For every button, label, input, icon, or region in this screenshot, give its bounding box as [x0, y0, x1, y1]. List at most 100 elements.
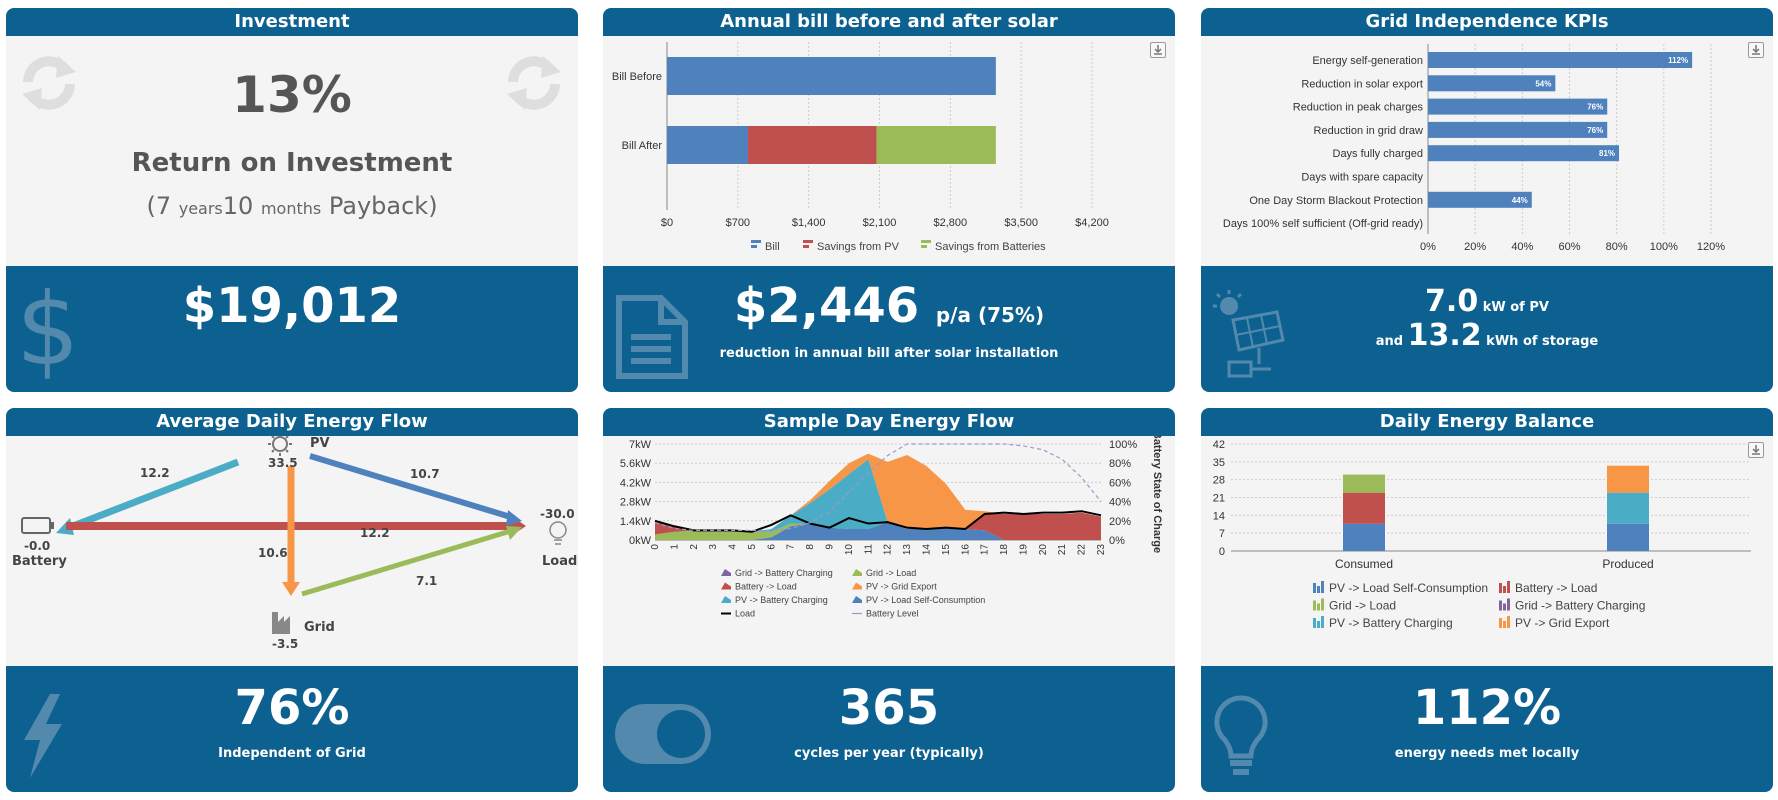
column-pv-grid-export	[1607, 465, 1649, 493]
sun-icon	[268, 436, 292, 456]
legend-swatch	[1507, 616, 1510, 628]
daily-balance-panel: Daily Energy Balance 0 7 14 21 28 35 42 Consume…	[1201, 408, 1773, 792]
column-pv-load-self-consumption	[1343, 523, 1385, 551]
legend-swatch	[852, 582, 862, 590]
x-tick-label: 20%	[1464, 241, 1486, 253]
cycles-caption: cycles per year (typically)	[794, 746, 984, 761]
x-tick-label: 4	[728, 544, 739, 550]
daily-balance-title: Daily Energy Balance	[1201, 408, 1773, 436]
legend-swatch	[1503, 586, 1506, 593]
kpi-bar-label: 76%	[1587, 126, 1603, 135]
legend-label: PV -> Load Self-Consumption	[866, 595, 985, 605]
cycles-value: 365	[838, 680, 940, 736]
annual-bill-bottom: $2,446 p/a (75%) reduction in annual bil…	[603, 266, 1175, 392]
grid-kpis-chart-area: 0% 20% 40% 60% 80% 100% 120% Energy self-genera…	[1201, 36, 1773, 266]
independence-caption: Independent of Grid	[218, 746, 366, 761]
x-tick-label: $2,800	[934, 217, 968, 229]
legend-swatch	[721, 569, 731, 576]
legend-item: Battery -> Load	[1499, 581, 1597, 595]
legend-label: Grid -> Battery Charging	[735, 568, 833, 578]
x-tick-label: 15	[941, 544, 952, 556]
y-tick-label: 0	[1219, 546, 1225, 558]
independence-value: 76%	[234, 680, 350, 736]
legend-label: Savings from PV	[817, 241, 900, 253]
bill-savings-line: $2,446 p/a (75%)	[603, 278, 1175, 334]
download-chart-icon[interactable]	[1748, 442, 1764, 458]
kpi-category-label: One Day Storm Blackout Protection	[1249, 195, 1423, 207]
x-tick-label: 60%	[1558, 241, 1580, 253]
y-tick-label: 42	[1213, 439, 1225, 451]
legend-label: Savings from Batteries	[935, 241, 1046, 253]
investment-bottom: $ $19,012	[6, 266, 578, 392]
roi-label: Return on Investment	[131, 148, 453, 178]
legend-swatch	[721, 596, 731, 603]
flow-arrowhead-pv-grid	[282, 582, 300, 596]
legend-item: PV -> Load Self-Consumption	[1313, 581, 1488, 595]
sample-day-bottom: 365 cycles per year (typically)	[603, 666, 1175, 792]
kpi-category-label: Reduction in grid draw	[1314, 125, 1424, 137]
payback-text: (7 years10 months Payback)	[6, 192, 578, 220]
x-tick-label: 1	[669, 544, 680, 550]
storage-size-line: and 13.2 kWh of storage	[1201, 318, 1773, 353]
kpi-bar	[1428, 98, 1608, 115]
payback-years-num: 7	[155, 192, 172, 220]
payback-months-unit: months	[260, 199, 322, 218]
legend-swatch	[1317, 603, 1320, 611]
kpi-category-label: Days fully charged	[1333, 148, 1424, 160]
kpi-bar	[1428, 75, 1556, 92]
legend-swatch	[1321, 616, 1324, 628]
y2-tick-label: 20%	[1109, 516, 1131, 528]
refresh-icon	[507, 56, 561, 110]
sample-day-chart-area: 0kW 1.4kW 2.8kW 4.2kW 5.6kW 7kW 0% 20% 40% 60% 80%…	[603, 436, 1175, 666]
pv-size-value: 7.0	[1425, 284, 1479, 319]
battery-icon	[21, 517, 54, 534]
grid-kpis-title: Grid Independence KPIs	[1201, 8, 1773, 36]
x-tick-label: 19	[1018, 544, 1029, 556]
x-tick-label: 12	[883, 544, 894, 556]
annual-bill-chart: $0 $700 $1,400 $2,100 $2,800 $3,500 $4,200 Bill…	[612, 42, 1109, 253]
legend-swatch	[1321, 598, 1324, 611]
y-tick-label: 7kW	[629, 439, 652, 451]
toggle-icon	[615, 704, 711, 764]
flow-arrowhead-pv-load	[506, 510, 522, 526]
legend-item: Battery -> Load	[721, 582, 797, 592]
grid-kpi-chart: 0% 20% 40% 60% 80% 100% 120% Energy self-genera…	[1223, 44, 1725, 253]
x-tick-label: 10	[844, 544, 855, 556]
pv-size-unit: kW of PV	[1482, 300, 1549, 315]
legend-item: Grid -> Load	[852, 568, 916, 578]
investment-top: 13% Return on Investment (7 years10 mont…	[6, 36, 578, 266]
x-tick-label: 11	[863, 544, 874, 555]
legend-swatch	[1313, 618, 1316, 628]
kpi-bar-label: 54%	[1535, 79, 1551, 88]
legend-label: Battery -> Load	[735, 582, 797, 592]
x-tick-label: $1,400	[792, 217, 826, 229]
dollar-icon: $	[16, 271, 80, 388]
flow-arrowhead-grid-load	[506, 526, 522, 540]
flow-pv-load-value: 10.7	[410, 467, 440, 481]
download-chart-icon[interactable]	[1150, 42, 1166, 58]
sample-day-title: Sample Day Energy Flow	[603, 408, 1175, 436]
y-tick-label: 5.6kW	[620, 458, 652, 470]
legend-item: Savings from PV	[803, 240, 900, 253]
legend-item: PV -> Battery Charging	[1313, 616, 1453, 630]
legend-item: Grid -> Load	[1313, 598, 1396, 613]
download-chart-icon[interactable]	[1748, 42, 1764, 58]
legend-swatch	[751, 240, 761, 243]
legend-swatch	[1313, 583, 1316, 593]
grid-label: Grid	[304, 620, 335, 635]
lightbulb-icon	[549, 521, 567, 545]
legend-item: Savings from Batteries	[921, 240, 1046, 253]
lightning-icon	[24, 694, 62, 778]
y-tick-label: 2.8kW	[620, 497, 652, 509]
kpi-category-label: Days 100% self sufficient (Off-grid read…	[1223, 218, 1423, 230]
legend-swatch	[1499, 618, 1502, 628]
column-battery-load	[1343, 492, 1385, 524]
legend-item: Grid -> Battery Charging	[1499, 598, 1645, 613]
battery-label: Battery	[12, 554, 67, 569]
needs-met-caption: energy needs met locally	[1394, 746, 1580, 761]
y2-tick-label: 80%	[1109, 458, 1131, 470]
bill-savings-caption: reduction in annual bill after solar ins…	[719, 346, 1059, 361]
x-tick-label: $3,500	[1004, 217, 1038, 229]
energy-flow-panel: Average Daily Energy Flow	[6, 408, 578, 792]
investment-title: Investment	[6, 8, 578, 36]
